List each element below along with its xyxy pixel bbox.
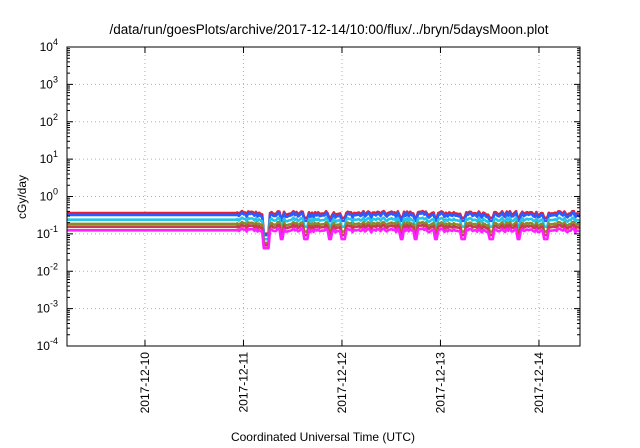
series-line — [67, 223, 581, 247]
grid-lines — [67, 47, 580, 346]
y-tick-exponent: -1 — [50, 224, 58, 234]
y-tick-base: 10 — [37, 302, 51, 316]
x-tick-label: 2017-12-13 — [433, 352, 447, 414]
y-tick-base: 10 — [37, 227, 51, 241]
y-tick-label: 10-2 — [37, 261, 58, 278]
y-tick-label: 101 — [40, 149, 58, 166]
x-axis-ticks: 2017-12-10 2017-12-11 2017-12-12 2017-12-13… — [138, 47, 546, 413]
series-line — [67, 211, 581, 237]
series-line — [67, 220, 581, 245]
x-axis-label: Coordinated Universal Time (UTC) — [231, 430, 415, 444]
y-tick-base: 10 — [40, 190, 54, 204]
y-tick-exponent: 3 — [53, 74, 58, 84]
y-tick-base: 10 — [40, 40, 54, 54]
y-tick-exponent: 1 — [53, 149, 58, 159]
y-axis-label: cGy/day — [15, 175, 29, 219]
y-tick-label: 104 — [40, 37, 58, 54]
y-tick-base: 10 — [40, 152, 54, 166]
y-tick-label: 100 — [40, 187, 58, 204]
series-line — [67, 216, 581, 241]
y-tick-base: 10 — [40, 115, 54, 129]
y-tick-base: 10 — [37, 264, 51, 278]
y-tick-label: 10-3 — [37, 299, 58, 316]
x-tick-label: 2017-12-10 — [138, 352, 152, 414]
y-tick-base: 10 — [40, 77, 54, 91]
series-group — [67, 209, 581, 250]
x-tick-label: 2017-12-11 — [236, 352, 250, 413]
y-tick-exponent: -4 — [50, 336, 58, 346]
y-tick-exponent: 4 — [53, 37, 58, 47]
chart-title: /data/run/goesPlots/archive/2017-12-14/1… — [109, 22, 548, 37]
y-tick-base: 10 — [37, 339, 51, 353]
y-tick-exponent: -2 — [50, 261, 58, 271]
y-tick-label: 10-4 — [37, 336, 58, 353]
y-tick-exponent: 0 — [53, 187, 58, 197]
x-tick-label: 2017-12-12 — [335, 352, 349, 414]
y-tick-label: 103 — [40, 74, 58, 91]
y-tick-exponent: -3 — [50, 299, 58, 309]
series-line — [67, 227, 581, 250]
y-tick-label: 102 — [40, 112, 58, 129]
y-tick-label: 10-1 — [37, 224, 58, 241]
x-tick-label: 2017-12-14 — [532, 352, 546, 414]
y-tick-exponent: 2 — [53, 112, 58, 122]
